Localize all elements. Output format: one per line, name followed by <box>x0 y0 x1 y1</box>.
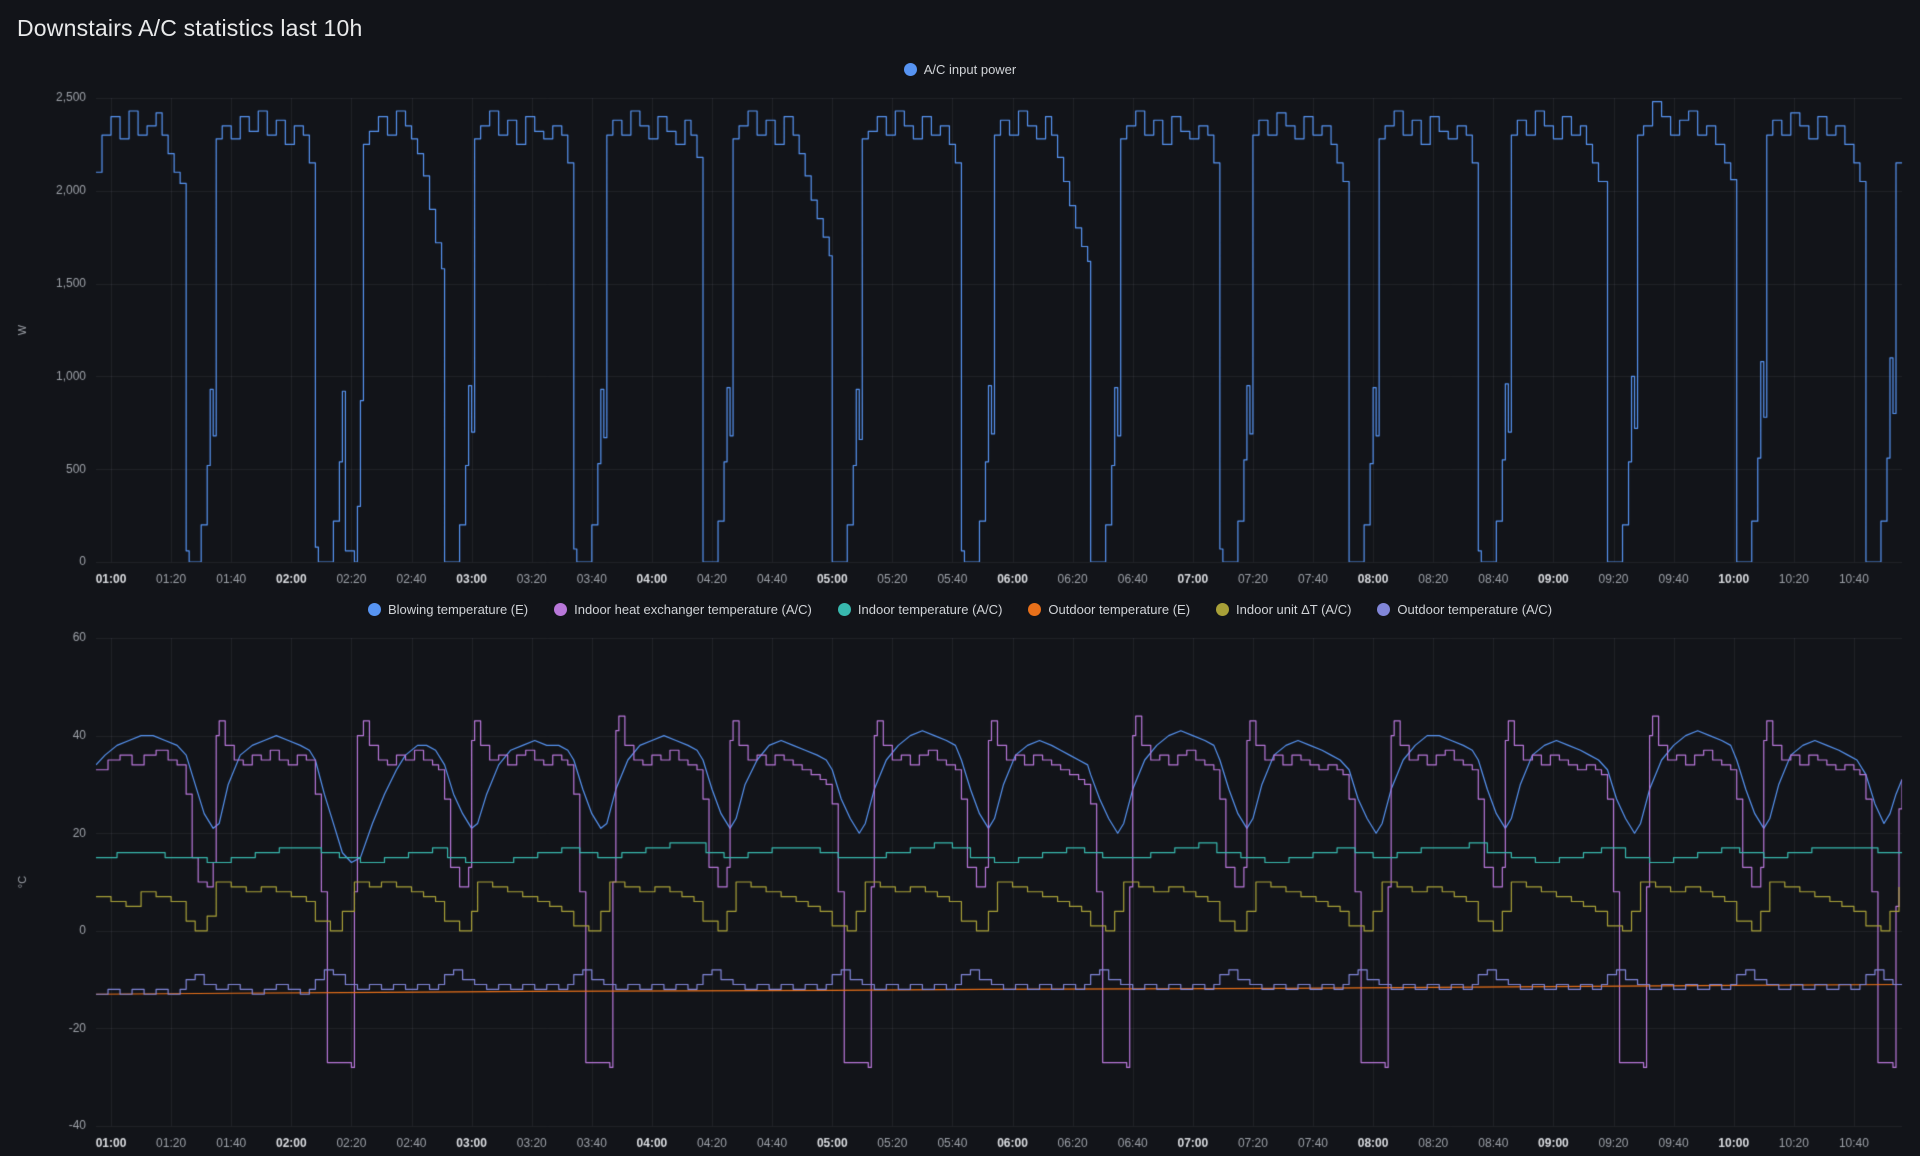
legend-label: Outdoor temperature (E) <box>1048 601 1191 617</box>
legend-label: Indoor unit ΔT (A/C) <box>1236 601 1352 617</box>
legend-item-indoor-heat-exchanger-temperature-a-c[interactable]: Indoor heat exchanger temperature (A/C) <box>554 602 812 617</box>
legend-color-icon <box>1216 602 1230 616</box>
legend-label: Indoor temperature (A/C) <box>857 601 1003 617</box>
legend-color-icon <box>367 602 381 616</box>
legend-label: Blowing temperature (E) <box>387 601 529 617</box>
temperature-chart-panel: Blowing temperature (E) Indoor heat excha… <box>0 592 1920 1156</box>
legend-label: Outdoor temperature (A/C) <box>1397 601 1553 617</box>
legend-item-a-c-input-power[interactable]: A/C input power <box>903 61 1017 77</box>
legend-color-icon <box>837 602 851 616</box>
power-chart-legend: A/C input power <box>0 52 1920 86</box>
power-chart-panel: A/C input power <box>0 52 1920 592</box>
legend-item-blowing-temperature-e[interactable]: Blowing temperature (E) <box>367 601 529 617</box>
legend-item-indoor-temperature-a-c[interactable]: Indoor temperature (A/C) <box>837 601 1003 617</box>
power-chart-canvas[interactable] <box>0 86 1920 592</box>
legend-color-icon <box>554 602 568 616</box>
legend-color-icon <box>1377 602 1391 616</box>
dashboard-title: Downstairs A/C statistics last 10h <box>17 15 363 41</box>
legend-color-icon <box>1028 602 1042 616</box>
dashboard-header: Downstairs A/C statistics last 10h <box>0 0 1920 52</box>
legend-label: Indoor heat exchanger temperature (A/C) <box>574 601 812 617</box>
temperature-chart-legend: Blowing temperature (E) Indoor heat excha… <box>0 592 1920 626</box>
legend-label: A/C input power <box>923 61 1017 77</box>
temperature-chart-canvas[interactable] <box>0 626 1920 1156</box>
legend-item-indoor-unit-t-a-c[interactable]: Indoor unit ΔT (A/C) <box>1216 602 1351 617</box>
legend-item-outdoor-temperature-a-c[interactable]: Outdoor temperature (A/C) <box>1377 602 1552 617</box>
legend-color-icon <box>903 62 917 76</box>
legend-item-outdoor-temperature-e[interactable]: Outdoor temperature (E) <box>1028 602 1190 617</box>
